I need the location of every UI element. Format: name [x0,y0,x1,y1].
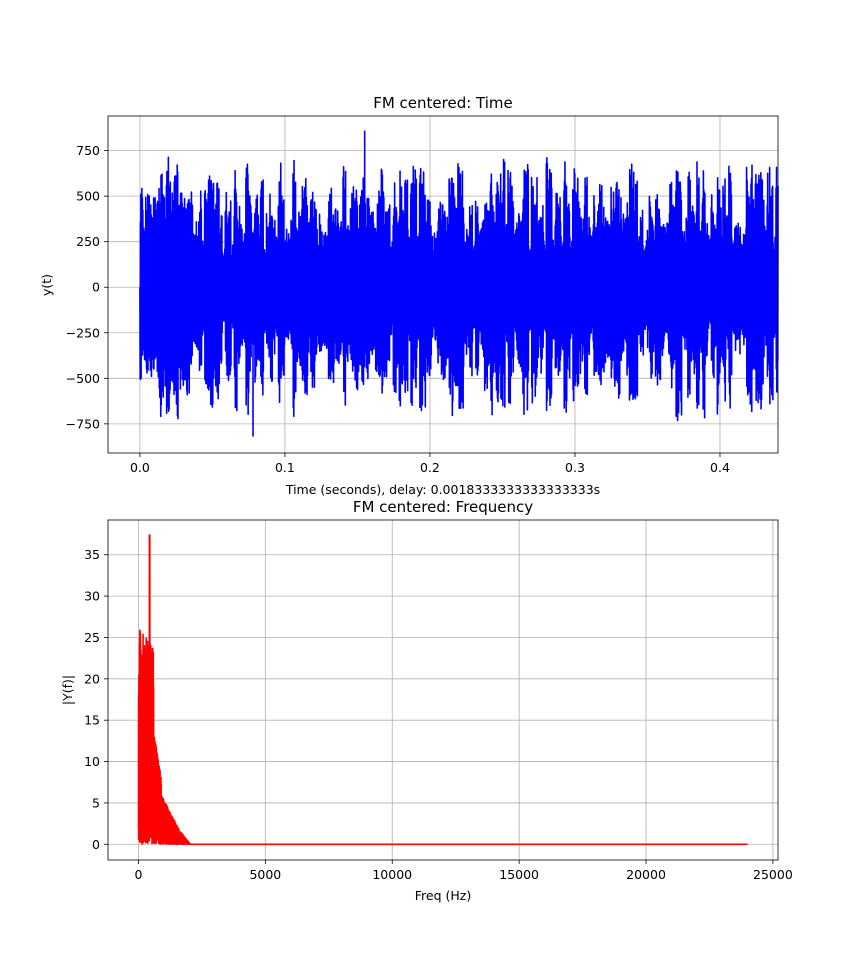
frequency-y-tick-label: 15 [84,713,100,728]
time-y-tick-label: 250 [76,234,100,249]
frequency-x-tick-label: 0 [134,867,142,882]
time-chart: 0.0 0.1 0.2 0.3 0.4 −750 −500 −250 0 250 500 750 FM… [39,94,779,497]
frequency-y-tick-label: 10 [84,754,100,769]
frequency-ticks: 0 5000 10000 15000 20000 25000 0 5 10 15 20 25 30 35 [84,547,793,882]
time-x-tick-label: 0.3 [565,460,585,475]
frequency-series-line [137,534,748,846]
frequency-x-tick-label: 15000 [499,867,539,882]
frequency-y-tick-label: 35 [84,547,100,562]
frequency-x-tick-label: 25000 [753,867,793,882]
time-x-tick-label: 0.4 [710,460,730,475]
time-y-tick-label: −750 [66,416,100,431]
frequency-y-tick-label: 5 [92,795,100,810]
time-x-tick-label: 0.2 [420,460,440,475]
time-x-axis-label: Time (seconds), delay: 0.001833333333333… [285,482,600,497]
frequency-x-tick-label: 10000 [372,867,412,882]
frequency-y-axis-label: |Y(f)| [60,675,75,705]
time-y-tick-label: 0 [92,280,100,295]
time-axes-frame [107,115,779,454]
time-y-axis-label: y(t) [39,274,54,296]
frequency-y-tick-label: 20 [84,671,100,686]
frequency-grid [108,520,778,860]
time-y-tick-label: −500 [66,371,100,386]
frequency-chart-title: FM centered: Frequency [353,498,533,516]
frequency-y-tick-label: 25 [84,630,100,645]
time-y-tick-label: 500 [76,189,100,204]
frequency-x-axis-label: Freq (Hz) [415,888,471,903]
frequency-y-tick-label: 0 [92,837,100,852]
frequency-y-tick-label: 30 [84,589,100,604]
time-chart-title: FM centered: Time [373,94,513,112]
frequency-chart: 0 5000 10000 15000 20000 2500005101520253035 … [60,498,793,903]
time-series [139,130,779,437]
time-x-tick-label: 0.1 [275,460,295,475]
time-x-tick-label: 0.0 [130,460,150,475]
frequency-series [137,534,748,846]
frequency-x-tick-label: 20000 [626,867,666,882]
time-ticks: 0.0 0.1 0.2 0.3 0.4 −750 −500 −250 0 250 500 750 [66,143,730,475]
time-y-tick-label: −250 [66,325,100,340]
frequency-x-tick-label: 5000 [249,867,281,882]
time-series-line [139,156,779,422]
time-y-tick-label: 750 [76,143,100,158]
frequency-axes-frame [107,519,779,861]
